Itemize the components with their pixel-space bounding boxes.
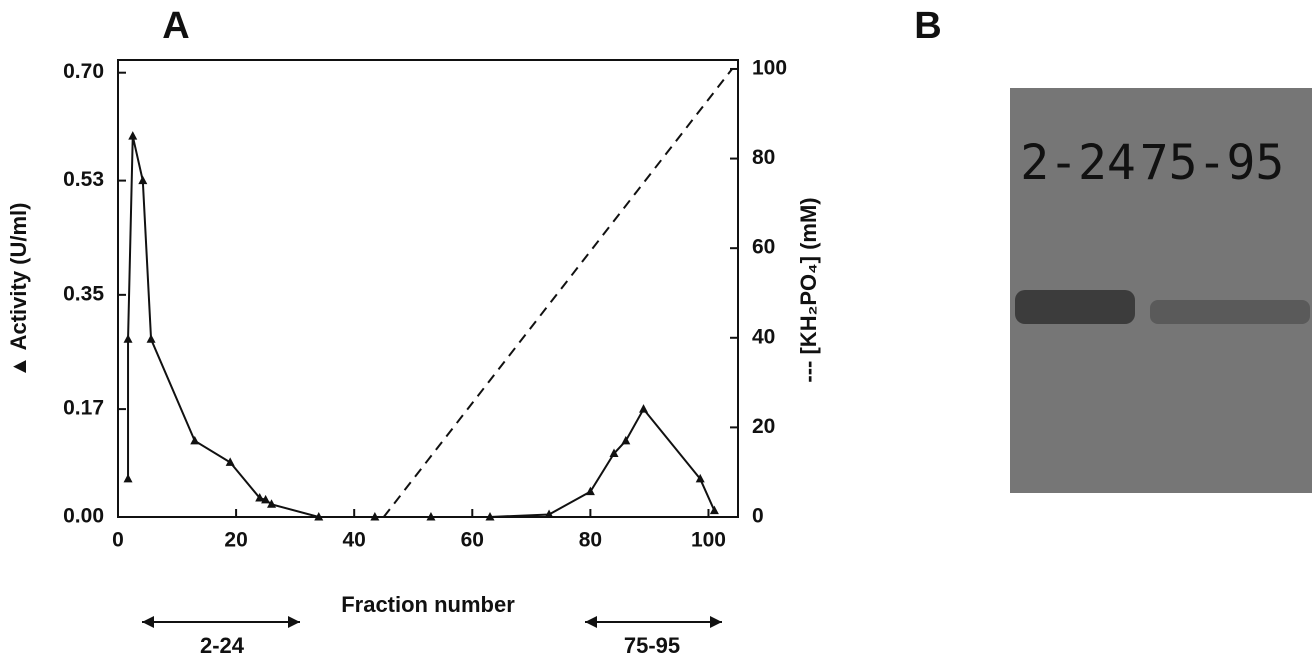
- data-point: [123, 473, 133, 483]
- x-tick-label: 100: [691, 529, 726, 552]
- range-arrow: [142, 616, 300, 628]
- data-point: [190, 435, 200, 445]
- data-point: [709, 505, 719, 515]
- data-point: [639, 404, 649, 413]
- data-point: [314, 512, 324, 521]
- gel-band: [1150, 300, 1310, 324]
- data-point: [123, 334, 133, 343]
- data-point: [138, 175, 148, 185]
- data-point: [695, 473, 705, 483]
- y2-tick-label: 80: [752, 146, 775, 169]
- x-tick-label: 60: [461, 529, 484, 552]
- lane-label: 2-24: [1020, 135, 1136, 191]
- y2-tick-label: 40: [752, 325, 775, 348]
- y-tick-label: 0.35: [63, 282, 104, 305]
- y2-axis-label: --- [KH₂PO₄] (mM): [796, 197, 821, 382]
- x-tick-label: 40: [343, 529, 366, 552]
- data-point: [609, 448, 619, 458]
- y-axis-label: ▲ Activity (U/ml): [6, 203, 31, 378]
- data-point: [485, 512, 495, 521]
- data-point: [146, 334, 156, 343]
- x-tick-label: 80: [579, 529, 602, 552]
- data-point: [267, 499, 277, 508]
- x-axis-label: Fraction number: [341, 592, 515, 617]
- y2-tick-label: 60: [752, 236, 775, 259]
- range-label: 75-95: [624, 633, 680, 658]
- data-point: [426, 512, 436, 521]
- x-tick-label: 0: [112, 529, 124, 552]
- data-point: [585, 486, 595, 496]
- data-point: [255, 492, 265, 502]
- x-tick-label: 20: [224, 529, 247, 552]
- y-tick-label: 0.00: [63, 505, 104, 528]
- range-arrow: [585, 616, 722, 628]
- data-point: [621, 435, 631, 445]
- y-tick-label: 0.70: [63, 60, 104, 83]
- y2-tick-label: 100: [752, 57, 787, 80]
- gel-band: [1015, 290, 1135, 324]
- panel-label: B: [914, 5, 941, 47]
- data-point: [261, 494, 271, 504]
- data-point: [225, 457, 235, 466]
- y2-tick-label: 20: [752, 415, 775, 438]
- lane-label: 75-95: [1140, 135, 1285, 191]
- data-point: [544, 509, 554, 518]
- range-label: 2-24: [200, 633, 245, 658]
- panel-label: A: [162, 5, 189, 47]
- gradient-line: [382, 68, 733, 518]
- y2-tick-label: 0: [752, 505, 764, 528]
- data-point: [128, 131, 138, 140]
- y-tick-label: 0.17: [63, 397, 104, 420]
- data-point: [370, 512, 380, 521]
- y-tick-label: 0.53: [63, 168, 104, 191]
